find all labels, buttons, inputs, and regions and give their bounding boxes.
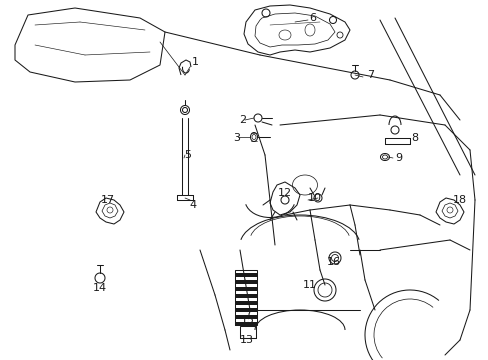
Text: 13: 13 [240, 335, 253, 345]
Text: 15: 15 [241, 315, 254, 325]
Bar [235, 270, 257, 325]
Text: 8: 8 [410, 133, 418, 143]
Text: 18: 18 [452, 195, 466, 205]
Text: 3: 3 [233, 133, 240, 143]
Text: 17: 17 [101, 195, 115, 205]
Text: 12: 12 [277, 188, 291, 198]
Bar [235, 301, 257, 305]
Text: 6: 6 [309, 13, 316, 23]
Text: 1: 1 [191, 57, 198, 67]
Text: 7: 7 [366, 70, 374, 80]
Text: 16: 16 [326, 257, 340, 267]
Bar [235, 315, 257, 319]
Text: 11: 11 [303, 280, 316, 290]
Text: 10: 10 [307, 193, 321, 203]
Bar [235, 294, 257, 298]
Bar [235, 287, 257, 291]
Bar [235, 308, 257, 312]
Bar [235, 322, 257, 326]
Text: 9: 9 [395, 153, 402, 163]
Text: 5: 5 [184, 150, 191, 160]
Text: 14: 14 [93, 283, 107, 293]
Text: 2: 2 [239, 115, 246, 125]
Bar [235, 280, 257, 284]
Text: 4: 4 [189, 200, 196, 210]
Bar [240, 326, 256, 338]
Bar [235, 273, 257, 277]
